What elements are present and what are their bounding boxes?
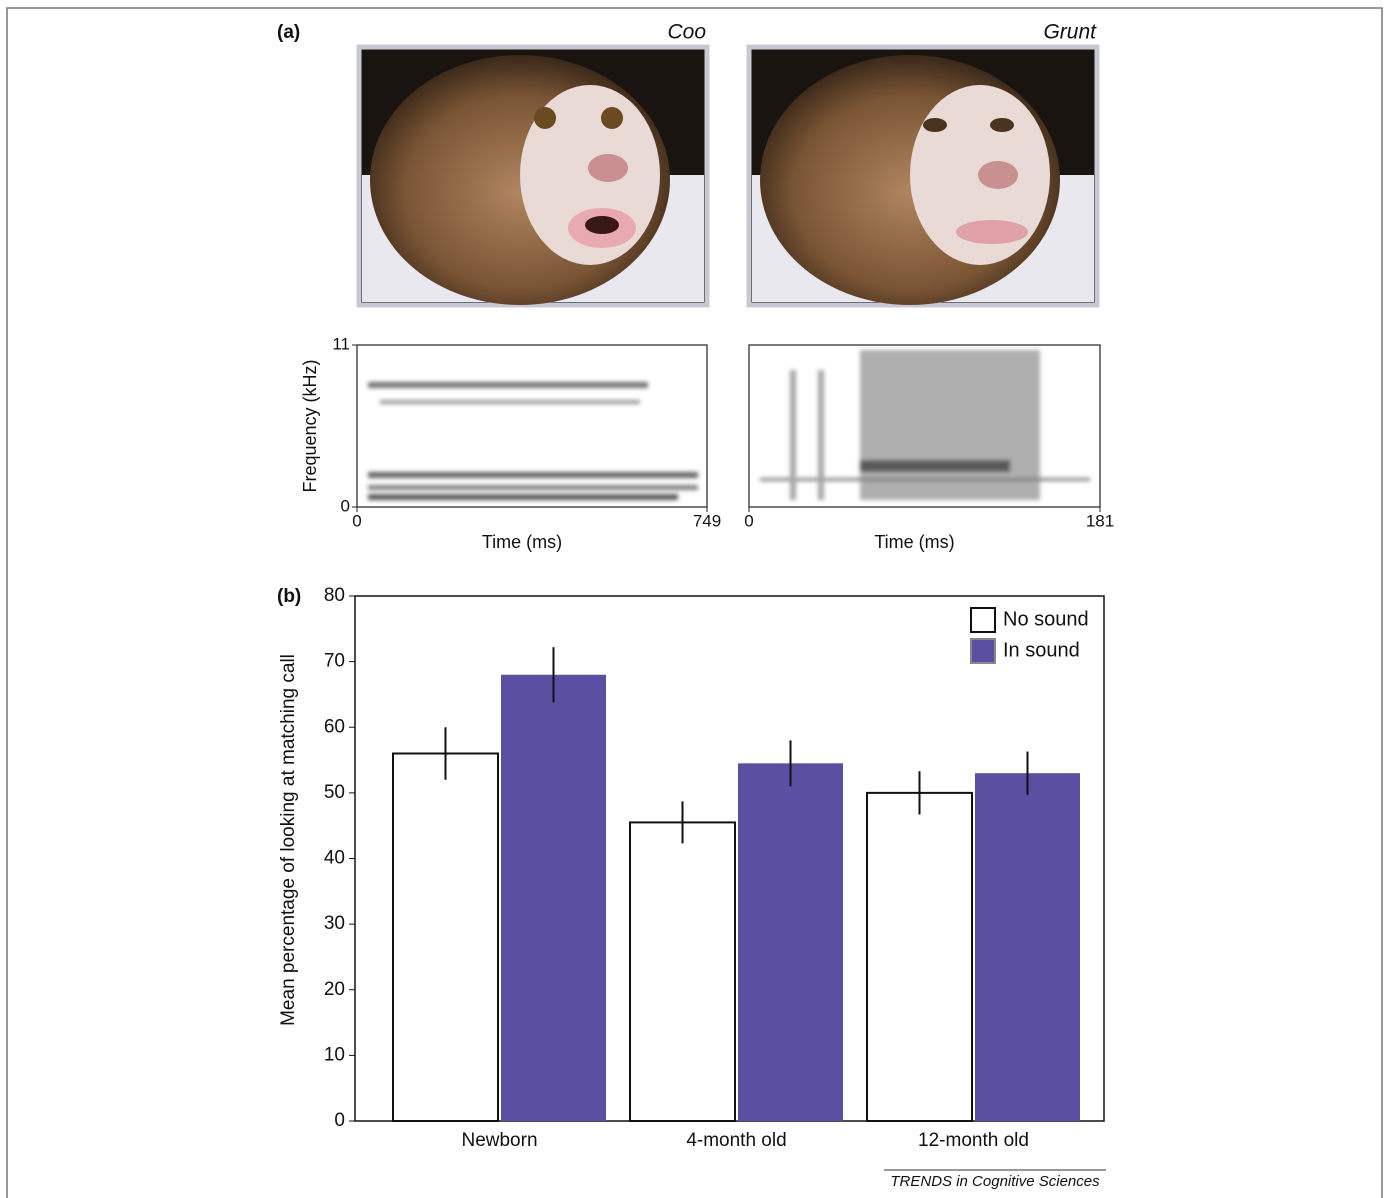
- y-tick-label: 10: [324, 1044, 345, 1065]
- spectrogram-texture: [368, 350, 1090, 500]
- x-tick-label: 12-month old: [918, 1130, 1029, 1151]
- panel-label: (b): [277, 586, 301, 607]
- y-axis-label: Mean percentage of looking at matching c…: [278, 654, 299, 1026]
- x-tick-label: Newborn: [461, 1130, 537, 1151]
- y-tick-label: 40: [324, 848, 345, 869]
- y-tick-label: 30: [324, 913, 345, 934]
- spectrogram-frame: [356, 344, 708, 508]
- x-axis-label: Time (ms): [482, 532, 562, 552]
- image-title: Grunt: [1043, 21, 1097, 44]
- bar: [501, 674, 606, 1121]
- x-tick-label: 181: [1086, 511, 1114, 530]
- bar: [866, 791, 973, 1122]
- bar: [629, 821, 736, 1122]
- y-tick-label: 0: [334, 1110, 345, 1131]
- y-tick-label: 60: [324, 716, 345, 737]
- legend-label: No sound: [1003, 608, 1089, 630]
- x-tick-label: 4-month old: [686, 1130, 786, 1151]
- legend-swatch: [970, 638, 996, 664]
- spectrogram-frame: [748, 344, 1101, 508]
- x-tick-label: 0: [352, 511, 361, 530]
- y-tick-label: 80: [324, 585, 345, 606]
- y-axis-label: Frequency (kHz): [300, 359, 320, 492]
- legend-swatch: [970, 607, 996, 633]
- y-tick-label: 70: [324, 651, 345, 672]
- panel-label: (a): [277, 22, 300, 43]
- photo: [356, 44, 710, 308]
- source-note: TRENDS in Cognitive Sciences: [890, 1173, 1100, 1190]
- footer: TRENDS in Cognitive Sciences: [884, 1169, 1106, 1190]
- bar: [975, 773, 1080, 1121]
- y-tick-label: 11: [332, 334, 350, 353]
- bar: [738, 763, 843, 1121]
- legend-label: In sound: [1003, 639, 1080, 661]
- x-tick-label: 0: [744, 511, 753, 530]
- y-tick-label: 20: [324, 979, 345, 1000]
- image-title: Coo: [667, 21, 706, 44]
- photo: [746, 44, 1100, 308]
- y-tick-label: 0: [341, 496, 350, 515]
- x-tick-label: 749: [693, 511, 721, 530]
- x-axis-label: Time (ms): [874, 532, 954, 552]
- y-tick-label: 50: [324, 782, 345, 803]
- bar: [392, 752, 499, 1122]
- figure-frame: [6, 7, 1383, 1198]
